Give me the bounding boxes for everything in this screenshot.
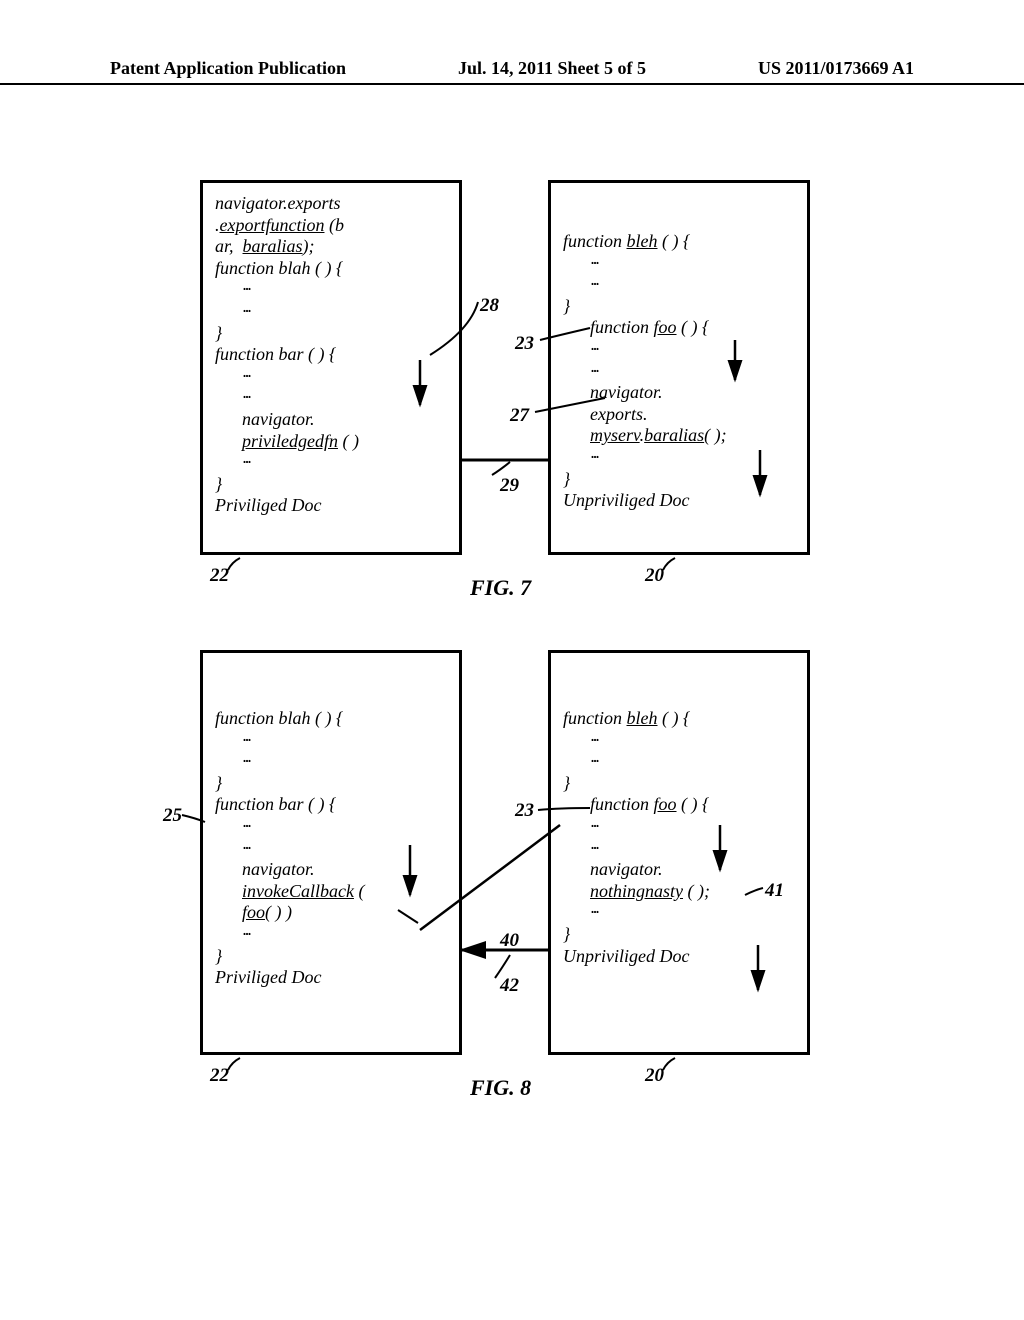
fig7-right-box: function bleh ( ) { ··· ··· } function f…: [548, 180, 810, 555]
header-left: Patent Application Publication: [110, 58, 346, 79]
t: foo: [242, 902, 265, 922]
t: }: [563, 773, 570, 793]
t: }: [563, 924, 570, 944]
fig7-svg: [0, 180, 1024, 620]
t: Priviliged Doc: [215, 967, 321, 987]
label-41: 41: [765, 880, 784, 902]
fig7-right-code: function bleh ( ) { ··· ··· } function f…: [551, 183, 807, 522]
t: exportfunction: [220, 215, 325, 235]
label-25: 25: [163, 805, 182, 827]
t: priviledgedfn: [242, 431, 338, 451]
t: function bar ( ) {: [215, 344, 336, 364]
label-28: 28: [480, 295, 499, 317]
t: myserv: [590, 425, 640, 445]
t: bleh: [627, 231, 658, 251]
t: function blah ( ) {: [215, 258, 343, 278]
t: }: [215, 773, 222, 793]
t: navigator.exports: [215, 193, 341, 213]
t: }: [215, 946, 222, 966]
header-row: Patent Application Publication Jul. 14, …: [0, 58, 1024, 79]
t: Priviliged Doc: [215, 495, 321, 515]
fig7-left-code: navigator.exports .exportfunction (b ar,…: [203, 183, 459, 527]
t: invokeCallback: [242, 881, 354, 901]
t: }: [563, 296, 570, 316]
label-23: 23: [515, 800, 534, 822]
label-22: 22: [210, 1065, 229, 1087]
t: foo: [654, 794, 677, 814]
page-header: Patent Application Publication Jul. 14, …: [0, 58, 1024, 85]
t: baralias: [243, 236, 303, 256]
label-23: 23: [515, 333, 534, 355]
label-29: 29: [500, 475, 519, 497]
t: }: [215, 474, 222, 494]
t: }: [215, 323, 222, 343]
fig7-caption: FIG. 7: [470, 575, 531, 601]
header-right: US 2011/0173669 A1: [758, 58, 914, 79]
fig8-right-code: function bleh ( ) { ··· ··· } function f…: [551, 653, 807, 977]
label-22: 22: [210, 565, 229, 587]
fig8-svg: [0, 650, 1024, 1120]
header-center: Jul. 14, 2011 Sheet 5 of 5: [458, 58, 646, 79]
label-27: 27: [510, 405, 529, 427]
fig7-left-box: navigator.exports .exportfunction (b ar,…: [200, 180, 462, 555]
fig8-caption: FIG. 8: [470, 1075, 531, 1101]
figure-7: navigator.exports .exportfunction (b ar,…: [0, 180, 1024, 620]
t: foo: [654, 317, 677, 337]
t: bleh: [627, 708, 658, 728]
t: Unpriviliged Doc: [563, 946, 689, 966]
t: function blah ( ) {: [215, 708, 343, 728]
t: }: [563, 469, 570, 489]
fig8-left-code: function blah ( ) { ··· ··· } function b…: [203, 653, 459, 999]
label-20: 20: [645, 565, 664, 587]
t: Unpriviliged Doc: [563, 490, 689, 510]
fig8-right-box: function bleh ( ) { ··· ··· } function f…: [548, 650, 810, 1055]
t: function bar ( ) {: [215, 794, 336, 814]
fig8-left-box: function blah ( ) { ··· ··· } function b…: [200, 650, 462, 1055]
label-20: 20: [645, 1065, 664, 1087]
figure-8: function blah ( ) { ··· ··· } function b…: [0, 650, 1024, 1120]
label-40: 40: [500, 930, 519, 952]
t: nothingnasty: [590, 881, 683, 901]
t: baralias: [644, 425, 704, 445]
label-42: 42: [500, 975, 519, 997]
